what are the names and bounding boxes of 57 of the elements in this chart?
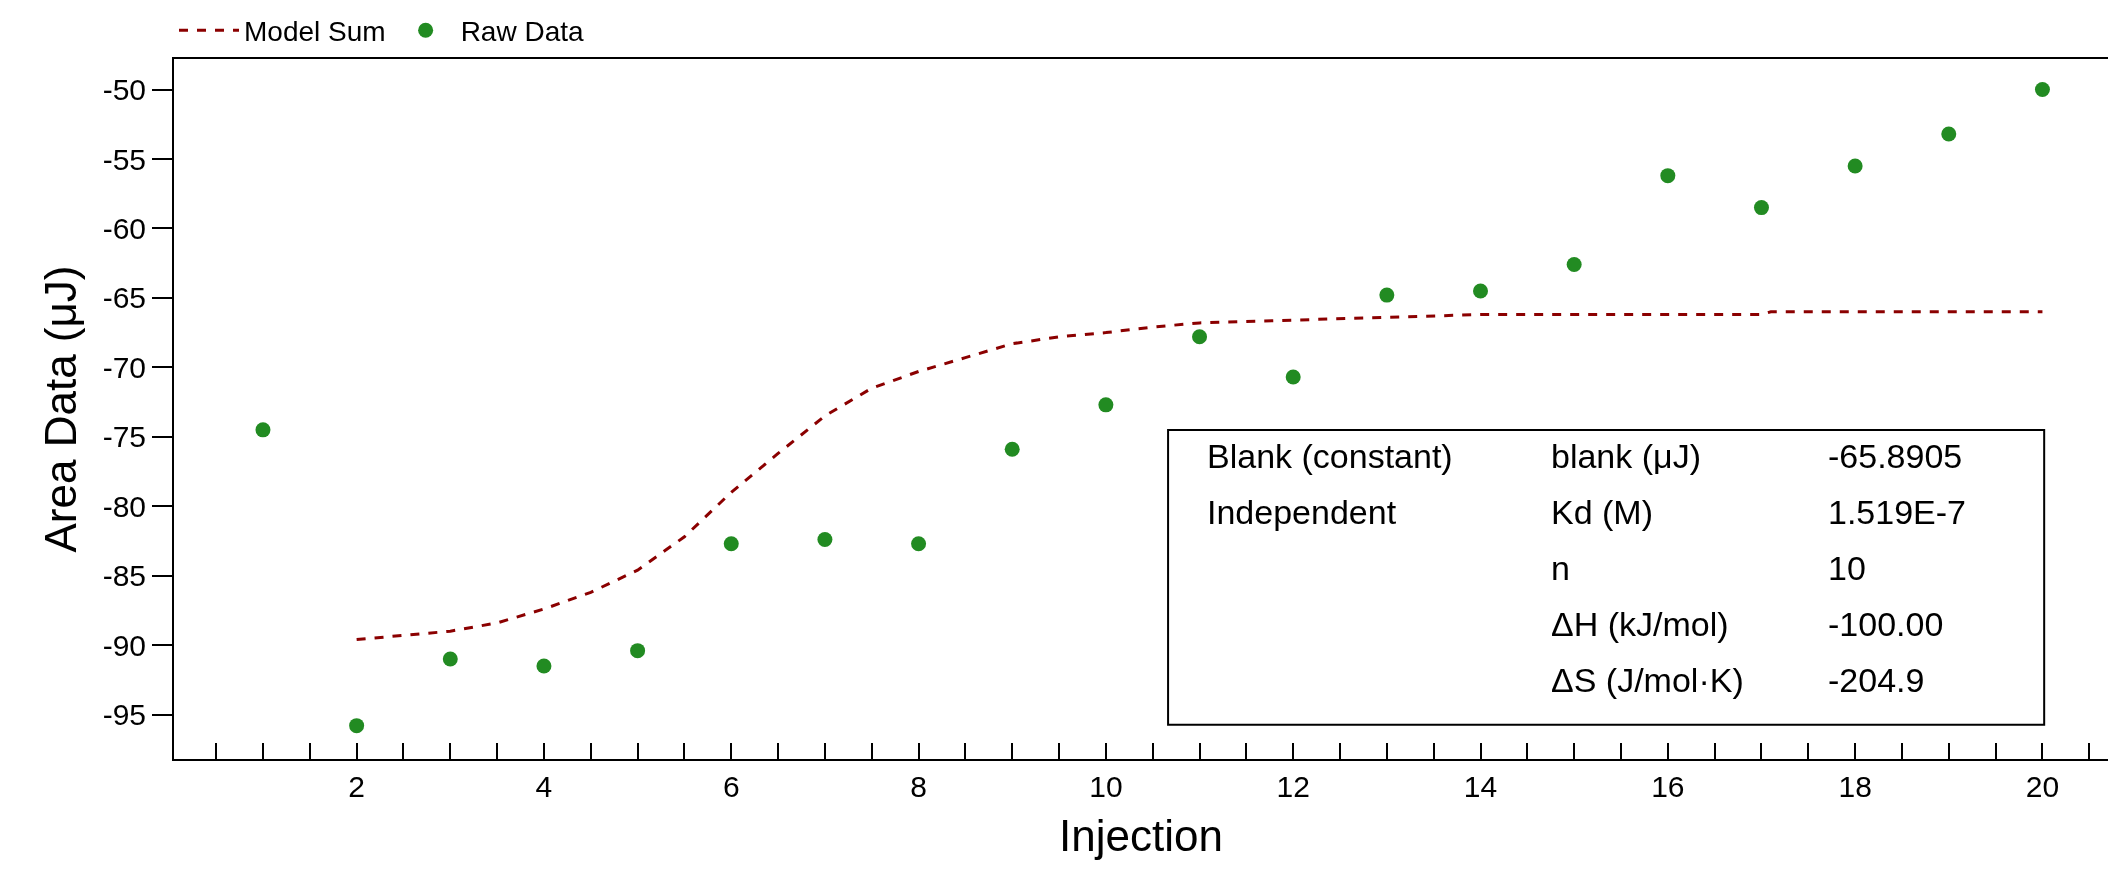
point <box>1192 329 1208 345</box>
annotation: n <box>1551 549 1570 587</box>
annotation: ΔS (J/mol·K) <box>1551 661 1744 699</box>
point <box>1098 397 1114 413</box>
annotation: ΔH (kJ/mol) <box>1551 605 1729 643</box>
point <box>255 422 271 438</box>
x-tick-label: 2 <box>348 770 365 803</box>
annotation: -204.9 <box>1828 661 1925 699</box>
y-tick-label: -80 <box>102 489 146 523</box>
x-tick-label: 20 <box>2025 770 2060 803</box>
annotation: blank (μJ) <box>1551 437 1701 475</box>
annotation: 1.519E-7 <box>1828 493 1966 531</box>
x-tick-label: 16 <box>1651 770 1685 803</box>
legend-label: Model Sum <box>244 16 386 48</box>
annotation: -100.00 <box>1828 605 1944 643</box>
y-tick-label: -60 <box>102 211 146 245</box>
annotation: Independent <box>1207 493 1397 531</box>
y-tick-label: -85 <box>102 559 146 593</box>
point <box>1847 158 1863 174</box>
point <box>536 658 552 674</box>
x-tick-label: 8 <box>910 770 927 803</box>
point <box>1566 257 1582 273</box>
x-tick-label: 10 <box>1089 770 1123 803</box>
point <box>1285 369 1301 385</box>
x-axis-title: Injection <box>1059 810 1223 860</box>
annotation: Kd (M) <box>1551 493 1653 531</box>
y-tick-label: -50 <box>102 73 146 107</box>
point <box>911 536 927 552</box>
point <box>1660 168 1676 184</box>
point <box>817 532 833 548</box>
point <box>630 643 646 659</box>
point <box>1941 126 1957 142</box>
x-tick-label: 12 <box>1276 770 1310 803</box>
x-tick-label: 14 <box>1463 770 1498 803</box>
point <box>349 718 365 734</box>
line-series <box>355 310 2044 642</box>
annotation: Blank (constant) <box>1207 437 1453 475</box>
y-tick-label: -90 <box>102 628 146 662</box>
annotation: 10 <box>1828 549 1866 587</box>
y-tick-label: -95 <box>102 698 146 732</box>
point <box>723 536 739 552</box>
x-tick-label: 6 <box>722 770 740 803</box>
point <box>1004 441 1020 457</box>
y-axis-title: Area Data (μJ) <box>36 265 86 553</box>
point <box>1379 287 1395 303</box>
point <box>2034 82 2050 98</box>
point <box>442 651 458 667</box>
y-tick-label: -70 <box>102 350 146 384</box>
point <box>1753 200 1769 216</box>
y-tick-label: -65 <box>102 281 146 315</box>
annotation: -65.8905 <box>1828 437 1963 475</box>
y-tick-label: -75 <box>102 420 146 454</box>
x-tick-label: 18 <box>1838 770 1872 803</box>
legend-label: Raw Data <box>460 16 584 48</box>
y-tick-label: -55 <box>102 142 146 176</box>
x-tick-label: 4 <box>535 770 553 803</box>
point <box>1473 283 1488 299</box>
